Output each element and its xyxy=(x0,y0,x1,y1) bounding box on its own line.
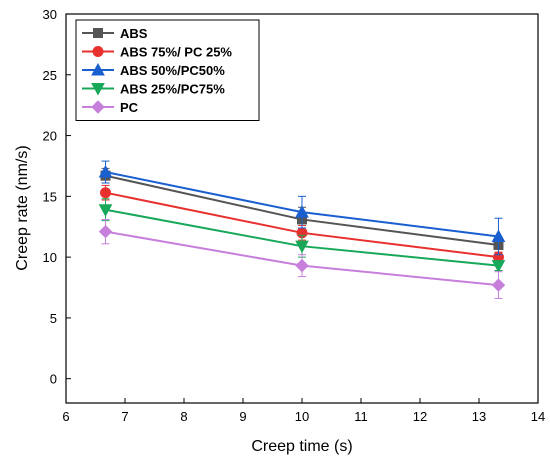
x-tick-label: 11 xyxy=(354,409,368,424)
data-point xyxy=(100,187,112,199)
y-axis-title: Creep rate (nm/s) xyxy=(14,145,31,270)
legend-item-pc: PC xyxy=(82,100,139,115)
y-axis-ticks: 0 5 10 15 20 25 30 xyxy=(43,7,71,387)
y-tick-label: 20 xyxy=(43,129,57,144)
data-point xyxy=(491,278,506,292)
data-point xyxy=(295,205,309,218)
x-tick-label: 13 xyxy=(472,409,486,424)
y-tick-label: 10 xyxy=(43,250,57,265)
data-point xyxy=(98,164,113,178)
legend-item-abs-50-pc50: ABS 50%/PC50% xyxy=(82,62,225,78)
legend: ABS ABS 75%/ PC 25% ABS 50%/PC50% ABS 25%/P… xyxy=(75,19,260,121)
x-tick-label: 9 xyxy=(239,409,246,424)
legend-label: ABS 50%/PC50% xyxy=(120,63,225,78)
series-abs-25-pc75 xyxy=(98,198,506,273)
x-tick-label: 6 xyxy=(62,409,69,424)
x-tick-label: 8 xyxy=(180,409,187,424)
y-tick-label: 0 xyxy=(50,372,57,387)
x-axis-ticks: 6 7 8 9 10 11 12 13 14 xyxy=(62,398,545,424)
legend-marker xyxy=(91,100,105,114)
legend-marker xyxy=(91,62,105,76)
y-tick-label: 25 xyxy=(43,68,57,83)
y-tick-label: 5 xyxy=(50,311,57,326)
data-point xyxy=(98,204,113,217)
x-tick-label: 7 xyxy=(121,409,128,424)
legend-item-abs-25-pc75: ABS 25%/PC75% xyxy=(82,82,225,97)
x-tick-label: 14 xyxy=(531,409,545,424)
x-tick-label: 10 xyxy=(295,409,309,424)
legend-label: ABS 75%/ PC 25% xyxy=(120,45,232,60)
legend-item-abs-75-pc-25: ABS 75%/ PC 25% xyxy=(82,45,232,60)
legend-label: ABS xyxy=(120,26,148,41)
series-pc xyxy=(98,218,506,299)
x-axis-title: Creep time (s) xyxy=(251,438,352,455)
y-tick-label: 15 xyxy=(43,189,57,204)
data-point xyxy=(491,229,506,242)
legend-item-abs: ABS xyxy=(82,26,148,41)
legend-marker xyxy=(92,46,104,57)
legend-marker xyxy=(91,83,105,96)
series-layer xyxy=(98,160,506,299)
data-point xyxy=(295,258,309,273)
legend-label: ABS 25%/PC75% xyxy=(120,82,225,97)
series-abs-50-pc50 xyxy=(98,160,506,256)
data-point xyxy=(98,224,113,239)
data-point xyxy=(295,240,309,254)
x-tick-label: 12 xyxy=(413,409,427,424)
y-tick-label: 30 xyxy=(43,7,57,22)
legend-label: PC xyxy=(120,100,139,115)
legend-marker xyxy=(93,28,103,38)
data-point xyxy=(491,260,506,273)
